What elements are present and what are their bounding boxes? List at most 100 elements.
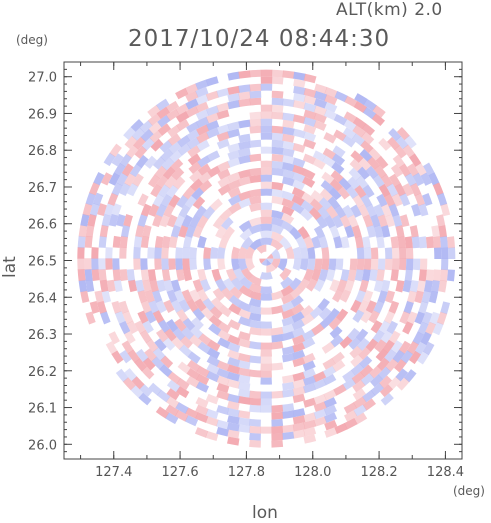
y-tick-label: 26.9 — [28, 107, 57, 122]
radar-cell — [302, 352, 316, 364]
radar-cell — [271, 139, 284, 148]
radar-cell — [227, 436, 240, 446]
radar-cell — [176, 194, 189, 209]
radar-cell — [227, 415, 240, 425]
radar-cell — [217, 329, 231, 342]
radar-cell — [100, 172, 113, 186]
radar-cell — [119, 269, 128, 282]
radar-cell — [419, 258, 428, 271]
radar-cell — [313, 112, 327, 124]
radar-cell — [77, 235, 86, 248]
radar-cell — [270, 238, 284, 251]
radar-cell — [343, 111, 357, 124]
radar-cell — [217, 321, 231, 334]
radar-cell — [260, 216, 273, 225]
radar-cell — [98, 269, 107, 282]
radar-cell — [322, 357, 336, 370]
radar-cell — [249, 355, 262, 364]
radar-cell — [154, 235, 164, 249]
radar-cell — [205, 416, 219, 427]
radar-cell — [293, 71, 306, 81]
radar-cell — [175, 410, 189, 422]
radar-cell — [134, 145, 148, 159]
radar-cell — [357, 166, 370, 180]
radar-cell — [414, 290, 424, 304]
radar-cell — [340, 269, 350, 282]
radar-cell — [303, 383, 316, 394]
radar-cell — [292, 164, 306, 176]
radar-cell — [324, 87, 338, 98]
radar-cell — [406, 311, 418, 325]
radar-cell — [151, 356, 165, 370]
radar-cell — [271, 217, 284, 227]
radar-cell — [359, 279, 369, 293]
radar-cell — [360, 140, 374, 154]
x-tick-label: 127.4 — [95, 465, 132, 480]
radar-cell — [89, 301, 100, 314]
radar-cell — [161, 258, 169, 271]
radar-cell — [205, 393, 219, 405]
radar-cell — [354, 236, 364, 249]
radar-cell — [378, 137, 392, 151]
radar-cell — [139, 384, 153, 397]
radar-cell — [293, 78, 306, 88]
radar-cell — [391, 193, 403, 207]
radar-cell — [160, 194, 173, 208]
radar-cell — [432, 322, 444, 336]
radar-cell — [137, 310, 149, 324]
radar-cell — [167, 125, 181, 138]
radar-cell — [436, 311, 448, 325]
radar-cell — [433, 247, 442, 260]
radar-cell — [91, 247, 99, 259]
radar-cell — [249, 167, 262, 177]
radar-cell — [141, 366, 155, 380]
radar-cell — [176, 386, 190, 399]
radar-cell — [371, 113, 386, 126]
radar-cell — [360, 194, 373, 208]
radar-cell — [313, 401, 327, 412]
radar-cell — [388, 203, 400, 217]
radar-cell — [249, 397, 261, 406]
radar-cell — [329, 225, 340, 239]
radar-cell — [147, 269, 157, 282]
radar-cell — [417, 321, 429, 335]
radar-cell — [260, 307, 273, 315]
radar-cell — [155, 300, 167, 314]
radar-cell — [116, 172, 128, 187]
radar-cell — [420, 172, 432, 186]
radar-cell — [230, 277, 244, 291]
radar-cell — [161, 247, 169, 259]
radar-cell — [189, 214, 201, 228]
radar-cell — [149, 279, 159, 293]
radar-cell — [218, 304, 232, 318]
radar-cell — [271, 90, 284, 99]
radar-cell — [189, 258, 198, 271]
radar-cell — [91, 269, 100, 282]
radar-cell — [260, 349, 273, 357]
radar-cell — [154, 338, 167, 352]
radar-cell — [260, 223, 273, 232]
radar-cell — [386, 136, 400, 151]
radar-cell — [196, 215, 209, 229]
radar-cell — [314, 83, 328, 94]
radar-cell — [357, 337, 370, 351]
radar-cell — [227, 92, 240, 103]
radar-cell — [111, 203, 122, 217]
radar-cell — [165, 100, 180, 113]
radar-cell — [328, 187, 342, 201]
radar-cell — [299, 246, 309, 259]
radar-cell — [162, 337, 176, 351]
radar-cell — [163, 279, 174, 293]
radar-cell — [183, 268, 193, 282]
radar-cell — [103, 152, 116, 167]
radar-cell — [386, 320, 399, 335]
radar-cell — [303, 124, 317, 135]
radar-cell — [383, 310, 396, 324]
radar-cell — [260, 181, 273, 189]
radar-cell — [333, 113, 348, 126]
radar-cell — [156, 174, 169, 189]
radar-cell — [424, 280, 433, 293]
radar-cell — [282, 403, 295, 412]
radar-cell — [174, 318, 187, 332]
radar-cell — [227, 71, 240, 81]
